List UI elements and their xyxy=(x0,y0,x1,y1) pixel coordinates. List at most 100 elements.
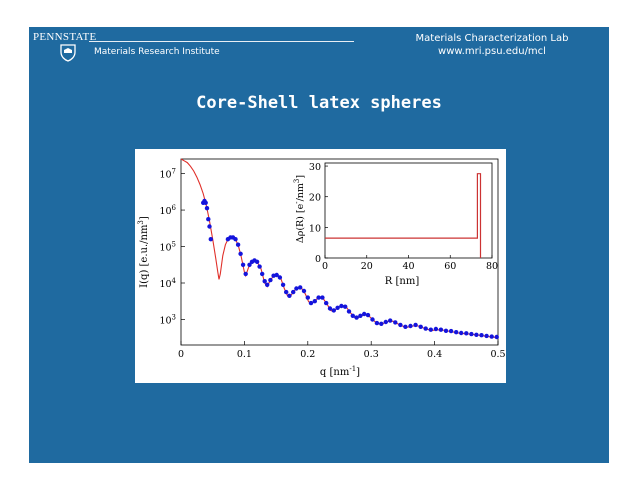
y-tick-label: 107 xyxy=(159,168,176,181)
data-point xyxy=(365,312,371,318)
inset-x-tick-label: 40 xyxy=(402,261,414,272)
y-tick-label: 104 xyxy=(159,277,176,290)
inset-x-tick-label: 20 xyxy=(361,261,373,272)
data-point xyxy=(370,317,375,322)
density-profile-line xyxy=(325,173,482,258)
data-point xyxy=(243,271,248,277)
data-point xyxy=(238,251,243,256)
data-point xyxy=(257,264,262,269)
data-point xyxy=(327,306,333,311)
data-point xyxy=(362,311,367,317)
data-point xyxy=(379,321,384,326)
data-point xyxy=(305,295,310,300)
x-tick-label: 0.3 xyxy=(364,349,379,360)
figure: 0 0.1 0.2 0.3 0.4 0.5 103 104 105 106 107 q [nm-1]… xyxy=(135,149,506,383)
data-point xyxy=(489,334,494,339)
data-point xyxy=(207,224,212,229)
data-point xyxy=(454,330,459,335)
data-point xyxy=(235,242,241,247)
data-point xyxy=(233,237,238,242)
data-point xyxy=(335,305,340,310)
data-point xyxy=(277,275,283,280)
data-point xyxy=(469,331,474,337)
data-point xyxy=(284,289,289,295)
data-point xyxy=(494,334,499,340)
data-point xyxy=(428,327,433,332)
inset-x-axis-label: R [nm] xyxy=(385,276,420,287)
data-point xyxy=(291,289,296,295)
data-point xyxy=(423,326,428,331)
data-point xyxy=(287,293,292,298)
data-point xyxy=(459,330,464,336)
data-point xyxy=(388,318,393,323)
y-tick-label: 103 xyxy=(159,313,176,326)
header-divider xyxy=(89,41,354,42)
data-point xyxy=(260,271,265,277)
data-point xyxy=(393,320,398,325)
data-point xyxy=(443,328,449,333)
data-point xyxy=(206,217,211,222)
data-point xyxy=(331,308,336,313)
slide: PENNSTATE Materials Research Institute M… xyxy=(29,27,609,463)
data-point xyxy=(339,303,344,309)
pennstate-logo: PENNSTATE xyxy=(33,31,97,43)
x-axis-label: q [nm-1] xyxy=(320,365,360,378)
data-point xyxy=(254,259,260,264)
data-point xyxy=(301,288,307,294)
data-point xyxy=(374,320,380,326)
inset-x-tick-label: 80 xyxy=(486,261,498,272)
data-point xyxy=(247,262,252,267)
data-point xyxy=(203,200,208,205)
y-axis-label: I(q) [e.u./nm3] xyxy=(137,216,150,288)
data-point xyxy=(398,322,403,328)
lab-info: Materials Characterization Lab www.mri.p… xyxy=(392,32,592,58)
data-point xyxy=(438,327,444,332)
x-tick-label: 0.1 xyxy=(237,349,252,360)
data-point xyxy=(316,295,321,300)
data-point xyxy=(343,304,348,309)
saxs-chart: 0 0.1 0.2 0.3 0.4 0.5 103 104 105 106 107 q [nm-1]… xyxy=(137,158,506,378)
data-point xyxy=(294,286,299,291)
data-point xyxy=(268,277,273,283)
data-point xyxy=(350,313,355,318)
data-point xyxy=(433,326,439,332)
y-tick-label: 105 xyxy=(159,241,176,254)
lab-name: Materials Characterization Lab xyxy=(415,33,569,44)
data-point xyxy=(413,322,418,328)
data-point xyxy=(383,319,388,325)
data-point xyxy=(265,282,270,287)
data-point xyxy=(262,279,267,284)
data-point xyxy=(274,272,279,278)
inset-frame xyxy=(324,162,493,259)
x-tick-label: 0.5 xyxy=(490,349,505,360)
data-point xyxy=(418,324,423,329)
data-point xyxy=(464,331,469,336)
data-point xyxy=(474,332,479,337)
inset-x-tick-label: 0 xyxy=(322,261,328,272)
shield-icon xyxy=(60,44,76,62)
data-point xyxy=(403,324,408,329)
inset-y-axis-label: Δρ(R) [e-/nm3] xyxy=(293,175,306,243)
data-point xyxy=(358,313,363,318)
data-point xyxy=(448,328,454,334)
inset-y-tick-label: 20 xyxy=(309,193,321,204)
inset-x-tick-label: 60 xyxy=(444,261,456,272)
main-plot-frame xyxy=(180,158,499,346)
x-tick-label: 0 xyxy=(178,349,184,360)
data-point xyxy=(204,206,210,211)
inset-y-tick-label: 10 xyxy=(309,223,321,234)
data-point xyxy=(280,282,286,287)
data-point xyxy=(240,262,246,267)
inset-y-tick-label: 30 xyxy=(309,162,321,173)
data-point xyxy=(298,285,303,290)
data-point xyxy=(324,300,329,306)
data-point xyxy=(320,295,325,300)
x-tick-label: 0.2 xyxy=(300,349,315,360)
slide-title: Core-Shell latex spheres xyxy=(196,93,442,113)
inset-y-tick-label: 0 xyxy=(315,254,321,265)
data-point xyxy=(408,323,413,329)
data-point xyxy=(354,315,359,320)
lab-url[interactable]: www.mri.psu.edu/mcl xyxy=(438,46,546,57)
data-point xyxy=(312,299,317,304)
data-point xyxy=(484,333,489,339)
